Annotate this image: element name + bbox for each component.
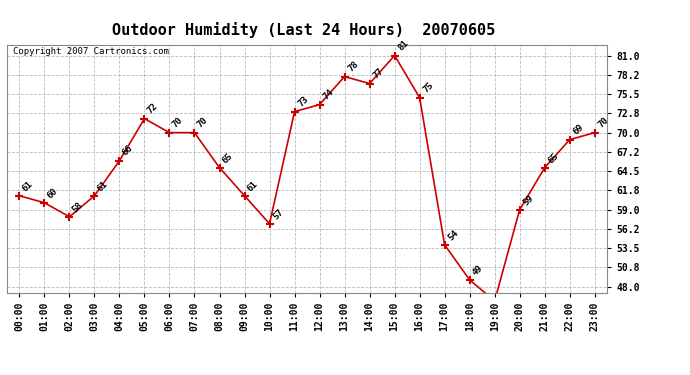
Text: 58: 58 xyxy=(71,200,85,214)
Text: 78: 78 xyxy=(346,60,360,74)
Text: 69: 69 xyxy=(571,123,585,137)
Text: 73: 73 xyxy=(296,95,310,109)
Text: Outdoor Humidity (Last 24 Hours)  20070605: Outdoor Humidity (Last 24 Hours) 2007060… xyxy=(112,22,495,39)
Text: 77: 77 xyxy=(371,67,385,81)
Text: 59: 59 xyxy=(521,193,535,207)
Text: 66: 66 xyxy=(121,144,135,158)
Text: 70: 70 xyxy=(171,116,185,130)
Text: 75: 75 xyxy=(421,81,435,95)
Text: Copyright 2007 Cartronics.com: Copyright 2007 Cartronics.com xyxy=(13,48,169,57)
Text: 61: 61 xyxy=(96,179,110,193)
Text: 65: 65 xyxy=(221,151,235,165)
Text: 65: 65 xyxy=(546,151,560,165)
Text: 72: 72 xyxy=(146,102,160,116)
Text: 49: 49 xyxy=(471,263,485,277)
Text: 81: 81 xyxy=(396,39,410,53)
Text: 74: 74 xyxy=(321,88,335,102)
Text: 57: 57 xyxy=(271,207,285,221)
Text: 54: 54 xyxy=(446,228,460,242)
Text: 70: 70 xyxy=(596,116,610,130)
Text: 60: 60 xyxy=(46,186,60,200)
Text: 61: 61 xyxy=(21,179,34,193)
Text: 70: 70 xyxy=(196,116,210,130)
Text: 46: 46 xyxy=(0,374,1,375)
Text: 61: 61 xyxy=(246,179,260,193)
